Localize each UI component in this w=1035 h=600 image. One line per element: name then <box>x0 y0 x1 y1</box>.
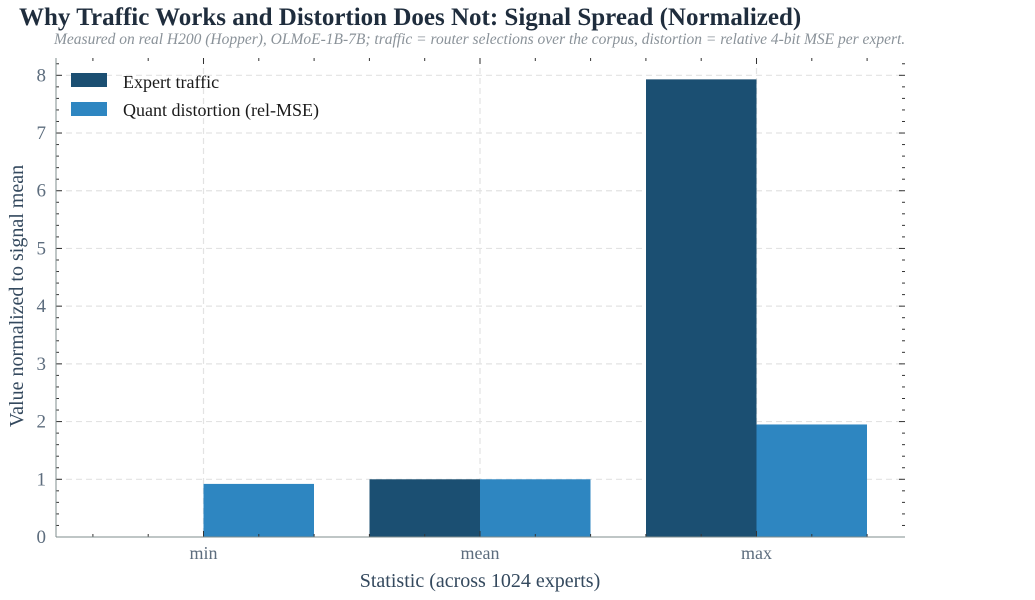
legend-label-quant-distortion: Quant distortion (rel-MSE) <box>123 100 319 121</box>
x-tick-label: max <box>741 543 772 563</box>
x-tick-label: mean <box>461 543 500 563</box>
y-tick-label: 1 <box>37 469 47 490</box>
y-tick-label: 8 <box>37 65 47 86</box>
y-tick-label: 7 <box>37 123 47 144</box>
y-tick-label: 3 <box>37 354 47 375</box>
y-tick-label: 2 <box>37 412 47 433</box>
bar-expert-traffic-mean <box>369 479 480 537</box>
bar-expert-traffic-max <box>646 79 757 537</box>
axes <box>55 58 905 538</box>
legend-label-expert-traffic: Expert traffic <box>123 72 219 92</box>
chart-title: Why Traffic Works and Distortion Does No… <box>19 4 802 31</box>
x-axis-label: Statistic (across 1024 experts) <box>360 570 601 592</box>
x-tick-label: min <box>189 543 217 563</box>
y-tick-label: 4 <box>37 296 47 317</box>
bar-quant-distortion-mean <box>480 479 591 537</box>
y-tick-label: 0 <box>37 527 47 548</box>
bar-quant-distortion-min <box>203 483 314 537</box>
y-tick-label: 5 <box>37 238 47 259</box>
chart-subtitle: Measured on real H200 (Hopper), OLMoE-1B… <box>54 31 906 48</box>
legend-swatch-expert-traffic <box>71 73 107 87</box>
legend: Expert traffic Quant distortion (rel-MSE… <box>71 72 319 121</box>
y-tick-label: 6 <box>37 181 47 202</box>
legend-swatch-quant-distortion <box>71 102 107 116</box>
bars <box>203 79 867 537</box>
y-axis-label: Value normalized to signal mean <box>6 165 28 427</box>
tick-labels: 0 1 2 3 4 5 6 7 8 min mean max <box>37 65 773 563</box>
bar-quant-distortion-max <box>756 424 867 537</box>
